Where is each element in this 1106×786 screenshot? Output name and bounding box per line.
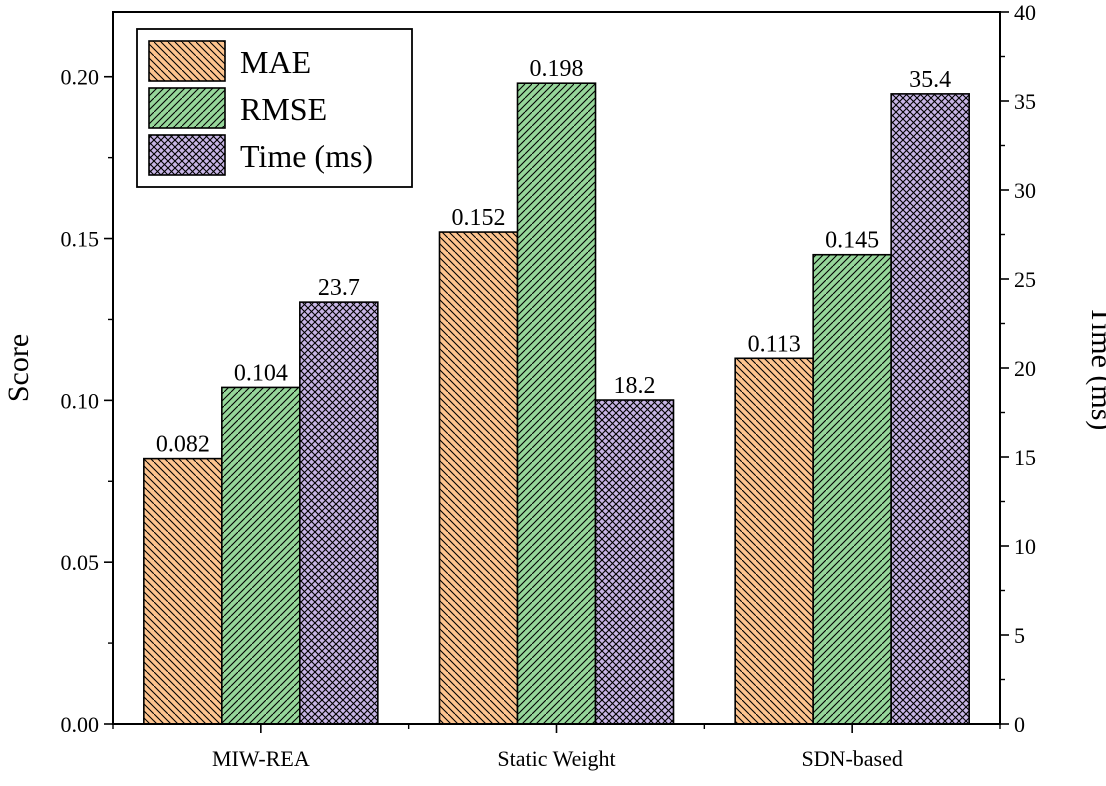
bar-rmse-sdn-based (812, 253, 892, 725)
bar-rmse-miw-rea (221, 386, 301, 725)
legend-label-mae: MAE (240, 44, 311, 80)
y2-tick-label: 40 (1014, 0, 1036, 25)
data-label-time-ms-static-weight: 18.2 (614, 373, 656, 399)
data-label-rmse-miw-rea: 0.104 (234, 360, 288, 386)
data-label-time-ms-sdn-based: 35.4 (909, 67, 951, 93)
x-tick-label-sdn-based: SDN-based (801, 746, 902, 771)
y2-tick-label: 15 (1014, 445, 1036, 470)
y-tick-label: 0.15 (61, 227, 100, 252)
data-label-rmse-sdn-based: 0.145 (825, 228, 879, 254)
y2-tick-label: 30 (1014, 178, 1036, 203)
bar-mae-sdn-based (734, 357, 814, 725)
data-label-time-ms-miw-rea: 23.7 (318, 275, 360, 301)
y-tick-label: 0.20 (61, 65, 100, 90)
legend-swatch-mae (148, 40, 226, 82)
data-label-mae-static-weight: 0.152 (452, 205, 506, 231)
y2-tick-label: 5 (1014, 623, 1025, 648)
y-tick-label: 0.05 (61, 550, 100, 575)
y2-tick-label: 0 (1014, 712, 1025, 737)
y2-tick-label: 35 (1014, 89, 1036, 114)
data-label-rmse-static-weight: 0.198 (530, 56, 584, 82)
legend-label-time-ms: Time (ms) (240, 138, 373, 174)
bar-mae-miw-rea (143, 457, 223, 725)
bar-time-ms-sdn-based (890, 93, 970, 725)
legend-swatch-time-ms (148, 134, 226, 176)
data-label-mae-miw-rea: 0.082 (156, 432, 210, 458)
bar-rmse-static-weight (516, 82, 597, 725)
x-tick-label-miw-rea: MIW-REA (212, 746, 310, 771)
y2-tick-label: 10 (1014, 534, 1036, 559)
y2-axis-title: Time (ms) (1085, 306, 1106, 431)
bar-time-ms-static-weight (594, 399, 675, 725)
legend-swatch-rmse (148, 87, 226, 129)
x-tick-label-static-weight: Static Weight (497, 746, 615, 771)
data-label-mae-sdn-based: 0.113 (748, 331, 801, 357)
bar-time-ms-miw-rea (299, 301, 379, 725)
y2-tick-label: 20 (1014, 356, 1036, 381)
y-tick-label: 0.10 (61, 388, 100, 413)
y-tick-label: 0.00 (61, 712, 100, 737)
y-axis-title: Score (2, 334, 35, 402)
bar-mae-static-weight (438, 231, 519, 725)
y2-tick-label: 25 (1014, 267, 1036, 292)
legend-label-rmse: RMSE (240, 91, 327, 127)
